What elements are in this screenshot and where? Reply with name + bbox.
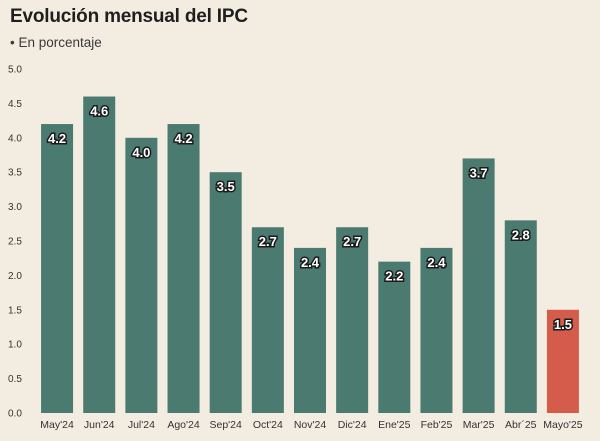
bar	[41, 124, 74, 413]
y-tick-label: 4.5	[8, 99, 22, 110]
bar	[125, 137, 158, 414]
y-tick-label: 3.0	[8, 202, 22, 213]
x-tick-label: Sep'24	[210, 419, 243, 431]
data-label: 3.5	[217, 179, 235, 194]
data-label: 4.0	[132, 145, 150, 160]
data-label: 4.2	[48, 131, 66, 146]
y-tick-label: 1.0	[8, 340, 22, 351]
chart-subtitle: • En porcentaje	[10, 35, 102, 50]
x-tick-label: Mar'25	[463, 419, 495, 431]
x-tick-label: Abr´25	[505, 419, 537, 431]
data-label: 2.8	[512, 227, 530, 242]
x-tick-label: Feb'25	[421, 419, 453, 431]
bar	[504, 220, 537, 413]
bar	[462, 158, 495, 413]
bar	[251, 227, 284, 413]
bar	[83, 96, 116, 414]
x-tick-label: May'24	[40, 419, 74, 431]
y-tick-label: 2.0	[8, 271, 22, 282]
data-label: 1.5	[554, 317, 572, 332]
data-label: 4.6	[90, 104, 108, 119]
y-tick-label: 0.0	[8, 409, 22, 420]
y-tick-label: 5.0	[8, 65, 22, 76]
data-label: 2.7	[259, 234, 277, 249]
bar	[420, 247, 453, 413]
data-label: 3.7	[470, 165, 488, 180]
chart-title: Evolución mensual del IPC	[10, 6, 248, 27]
data-label: 2.2	[385, 269, 403, 284]
bar	[209, 172, 242, 413]
x-tick-label: Ene'25	[378, 419, 411, 431]
bar	[167, 124, 200, 413]
data-label: 2.4	[301, 255, 320, 270]
x-tick-label: Jun'24	[84, 419, 115, 431]
y-tick-label: 0.5	[8, 374, 22, 385]
x-tick-label: Nov'24	[294, 419, 327, 431]
y-tick-label: 4.0	[8, 133, 22, 144]
x-tick-label: Dic'24	[338, 419, 367, 431]
data-label: 4.2	[174, 131, 192, 146]
y-tick-label: 1.5	[8, 305, 22, 316]
bar	[378, 261, 411, 413]
bar	[294, 247, 326, 413]
x-tick-label: Ago'24	[167, 419, 200, 431]
x-tick-label: Oct'24	[253, 419, 283, 431]
bar	[546, 309, 579, 413]
bar	[336, 227, 369, 413]
y-tick-label: 3.5	[8, 168, 22, 179]
x-tick-label: Jul'24	[128, 419, 155, 431]
x-tick-label: Mayo'25	[543, 419, 583, 431]
y-tick-label: 2.5	[8, 237, 22, 248]
data-label: 2.4	[427, 255, 446, 270]
data-label: 2.7	[343, 234, 361, 249]
